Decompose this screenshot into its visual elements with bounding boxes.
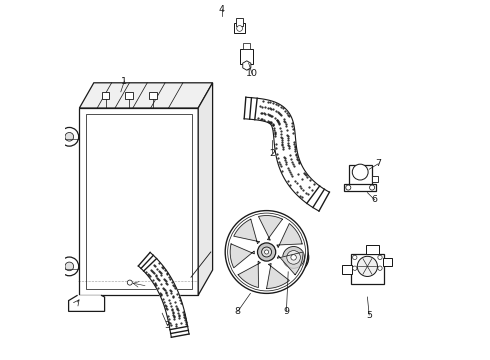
Polygon shape: [230, 244, 254, 268]
Polygon shape: [69, 295, 104, 311]
Circle shape: [353, 266, 357, 270]
Text: 7: 7: [375, 159, 381, 168]
Bar: [79, 108, 198, 295]
Polygon shape: [138, 252, 189, 337]
Polygon shape: [234, 219, 260, 244]
Bar: [372, 176, 378, 182]
Circle shape: [346, 185, 351, 190]
Bar: [125, 92, 133, 99]
Polygon shape: [243, 61, 251, 70]
Polygon shape: [267, 264, 289, 288]
Circle shape: [60, 257, 79, 276]
Circle shape: [283, 247, 304, 268]
Bar: [367, 245, 379, 254]
Circle shape: [225, 211, 308, 293]
Polygon shape: [259, 216, 282, 240]
Circle shape: [369, 185, 374, 190]
Polygon shape: [79, 83, 213, 108]
Circle shape: [265, 250, 269, 254]
Circle shape: [237, 26, 243, 31]
Polygon shape: [238, 261, 260, 288]
Circle shape: [357, 256, 377, 276]
Text: 1: 1: [122, 77, 127, 85]
Circle shape: [278, 242, 309, 273]
Circle shape: [262, 247, 271, 257]
Bar: [86, 114, 192, 289]
Text: 6: 6: [371, 195, 378, 204]
Bar: [243, 43, 250, 49]
Bar: [101, 92, 109, 99]
Text: 3: 3: [165, 321, 171, 330]
Polygon shape: [244, 97, 329, 211]
Bar: [236, 18, 243, 26]
Circle shape: [60, 127, 79, 146]
Circle shape: [65, 132, 74, 141]
Text: 9: 9: [283, 307, 290, 316]
Polygon shape: [198, 83, 213, 295]
Text: 4: 4: [219, 4, 224, 13]
Circle shape: [65, 262, 74, 271]
Circle shape: [378, 266, 382, 270]
Bar: [344, 184, 376, 191]
Circle shape: [257, 243, 276, 261]
Bar: [383, 258, 392, 266]
Circle shape: [352, 164, 368, 180]
Circle shape: [127, 280, 132, 285]
Bar: [234, 23, 245, 33]
Circle shape: [291, 255, 296, 260]
Text: 2: 2: [269, 149, 275, 158]
Text: 5: 5: [366, 310, 372, 320]
Circle shape: [378, 255, 382, 260]
Polygon shape: [277, 224, 302, 247]
Bar: [351, 254, 384, 284]
Text: 10: 10: [246, 69, 258, 78]
Bar: [240, 49, 253, 64]
Bar: [342, 265, 352, 274]
Bar: [349, 165, 372, 185]
Polygon shape: [277, 252, 303, 275]
Bar: [149, 92, 157, 99]
Text: 8: 8: [235, 307, 241, 316]
Circle shape: [353, 255, 357, 260]
Circle shape: [287, 251, 300, 264]
